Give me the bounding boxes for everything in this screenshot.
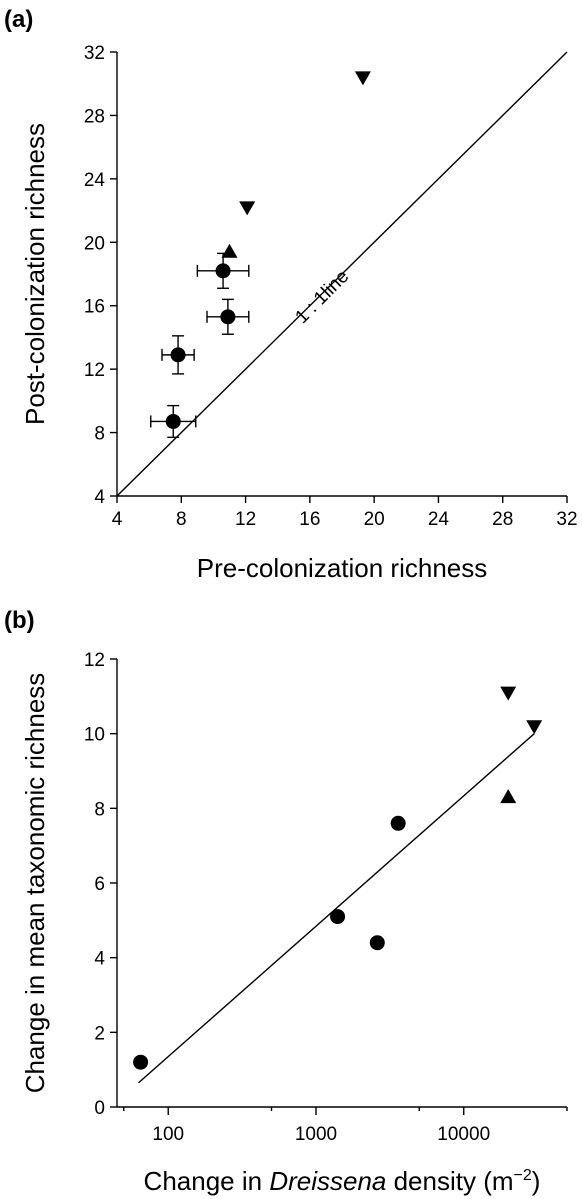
panel-a-y-axis-title: Post-colonization richness: [20, 123, 50, 425]
panel-b-y-ticks: 0 2 4 6 8 10 12: [84, 650, 117, 1119]
circle-point: [165, 413, 181, 429]
y-tick-label: 6: [94, 874, 105, 895]
panel-a-x-axis-title: Pre-colonization richness: [197, 553, 487, 583]
one-to-one-label: 1 : 1line: [291, 266, 353, 328]
x-tick-label: 4: [112, 509, 123, 530]
x-title-superscript: −2: [514, 1167, 532, 1184]
panel-b: (b) 100 1000 10000 0 2 4 6 8 10 12 Change in Dre…: [4, 607, 568, 1196]
circle-point: [369, 935, 385, 951]
triangle-down-point: [526, 720, 543, 735]
triangle-down-point: [354, 71, 371, 86]
panel-a: (a) 4 8 12 16 20 24 28 32 4 8 12 16 20 24 28 32 1 : 1l…: [4, 6, 578, 583]
x-tick-label: 28: [492, 509, 513, 530]
y-tick-label: 24: [84, 170, 106, 191]
y-tick-label: 0: [94, 1098, 105, 1119]
y-tick-label: 28: [84, 106, 105, 127]
panel-a-y-ticks: 4 8 12 16 20 24 28 32: [84, 43, 117, 508]
triangle-down-point: [500, 686, 517, 701]
panel-a-x-ticks: 4 8 12 16 20 24 28 32: [112, 496, 578, 530]
circle-point: [330, 909, 346, 925]
triangle-up-point: [500, 789, 517, 804]
x-tick-label: 8: [176, 509, 187, 530]
panel-b-x-axis-title: Change in Dreissena density (m−2): [144, 1166, 541, 1196]
y-tick-label: 12: [84, 360, 105, 381]
x-tick-label: 10000: [437, 1124, 490, 1145]
x-title-part-5: ): [532, 1166, 541, 1196]
y-tick-label: 8: [94, 424, 105, 445]
x-tick-label: 12: [235, 509, 256, 530]
circle-point: [220, 309, 236, 325]
y-tick-label: 10: [84, 725, 105, 746]
x-tick-label: 100: [152, 1124, 184, 1145]
y-tick-label: 2: [94, 1023, 105, 1044]
circle-point: [170, 347, 186, 363]
y-tick-label: 12: [84, 650, 105, 671]
panel-a-label: (a): [4, 6, 33, 33]
y-tick-label: 32: [84, 43, 105, 64]
y-tick-label: 4: [94, 487, 105, 508]
triangle-down-point: [239, 201, 256, 216]
regression-line: [138, 733, 535, 1084]
panel-b-label: (b): [4, 607, 35, 634]
x-tick-label: 24: [428, 509, 450, 530]
x-tick-label: 32: [556, 509, 577, 530]
y-tick-label: 16: [84, 297, 105, 318]
panel-b-points: [133, 686, 543, 1070]
x-title-genus: Dreissena: [269, 1166, 386, 1196]
triangle-up-point: [221, 243, 238, 258]
x-tick-label: 20: [364, 509, 385, 530]
x-tick-label: 1000: [295, 1124, 337, 1145]
y-tick-label: 4: [94, 949, 105, 970]
panel-a-points: [150, 71, 371, 439]
circle-point: [390, 815, 406, 831]
y-tick-label: 8: [94, 799, 105, 820]
x-title-part-3: density (m: [386, 1166, 513, 1196]
y-tick-label: 20: [84, 233, 105, 254]
panel-b-y-axis-title: Change in mean taxonomic richness: [20, 673, 50, 1094]
x-title-part-1: Change in: [144, 1166, 270, 1196]
x-tick-label: 16: [299, 509, 320, 530]
circle-point: [133, 1054, 149, 1070]
panel-b-x-ticks: 100 1000 10000: [123, 1107, 568, 1145]
circle-point: [215, 263, 231, 279]
